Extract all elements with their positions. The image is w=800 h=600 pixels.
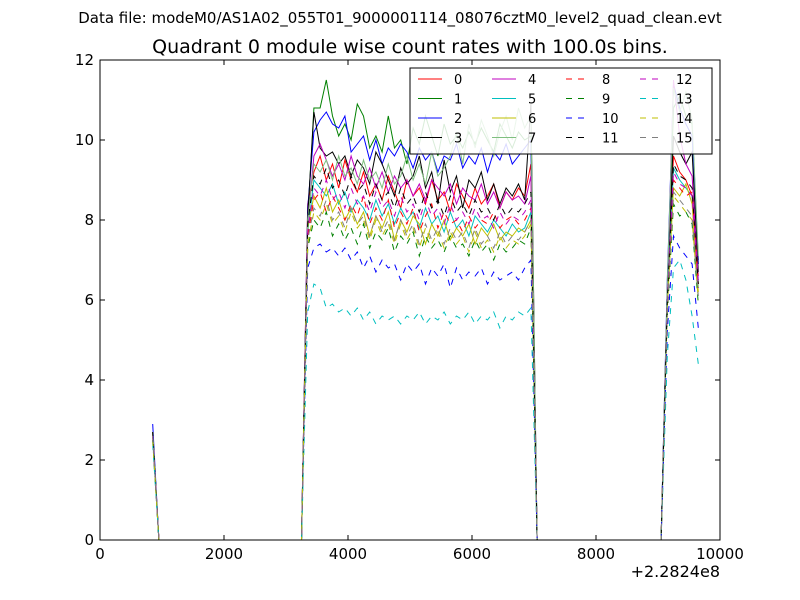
series-line-6 <box>152 182 699 541</box>
legend-label-9: 9 <box>602 93 610 108</box>
legend-label-5: 5 <box>528 93 536 108</box>
chart-title: Quadrant 0 module wise count rates with … <box>152 36 668 58</box>
series-line-14 <box>152 194 699 541</box>
legend-label-13: 13 <box>676 93 693 108</box>
series-line-12 <box>152 170 699 541</box>
y-tick-label: 2 <box>84 451 94 469</box>
series-line-0 <box>152 154 699 541</box>
legend-box <box>409 67 713 155</box>
legend-label-2: 2 <box>454 112 462 127</box>
legend-label-4: 4 <box>528 73 536 88</box>
x-tick-label: 6000 <box>453 545 491 563</box>
legend-label-11: 11 <box>602 132 619 147</box>
legend-label-1: 1 <box>454 93 462 108</box>
y-tick-label: 4 <box>84 371 94 389</box>
legend-label-6: 6 <box>528 112 536 127</box>
x-tick-label: 2000 <box>205 545 243 563</box>
series-line-9 <box>152 202 699 541</box>
x-tick-label: 4000 <box>329 545 367 563</box>
series-line-3 <box>152 103 699 541</box>
legend-label-10: 10 <box>602 112 619 127</box>
series-line-13 <box>152 258 699 541</box>
legend-label-12: 12 <box>676 73 693 88</box>
series-line-10 <box>152 234 699 541</box>
legend-label-14: 14 <box>676 112 693 127</box>
series-line-8 <box>152 178 699 541</box>
x-axis-offset-label: +2.2824e8 <box>630 562 720 581</box>
x-tick-label: 10000 <box>696 545 744 563</box>
series-line-15 <box>152 190 699 541</box>
legend-label-7: 7 <box>528 132 536 147</box>
y-tick-label: 10 <box>75 131 94 149</box>
y-tick-label: 6 <box>84 291 94 309</box>
y-tick-label: 8 <box>84 211 94 229</box>
x-tick-label: 0 <box>95 545 105 563</box>
legend-label-3: 3 <box>454 132 462 147</box>
legend-label-0: 0 <box>454 73 462 88</box>
series-line-7 <box>152 87 699 541</box>
x-tick-label: 8000 <box>577 545 615 563</box>
series-line-11 <box>152 162 699 541</box>
figure-suptitle: Data file: modeM0/AS1A02_055T01_90000011… <box>78 9 722 27</box>
y-tick-label: 12 <box>75 51 94 69</box>
legend-label-15: 15 <box>676 132 693 147</box>
legend-label-8: 8 <box>602 73 610 88</box>
y-tick-label: 0 <box>84 531 94 549</box>
